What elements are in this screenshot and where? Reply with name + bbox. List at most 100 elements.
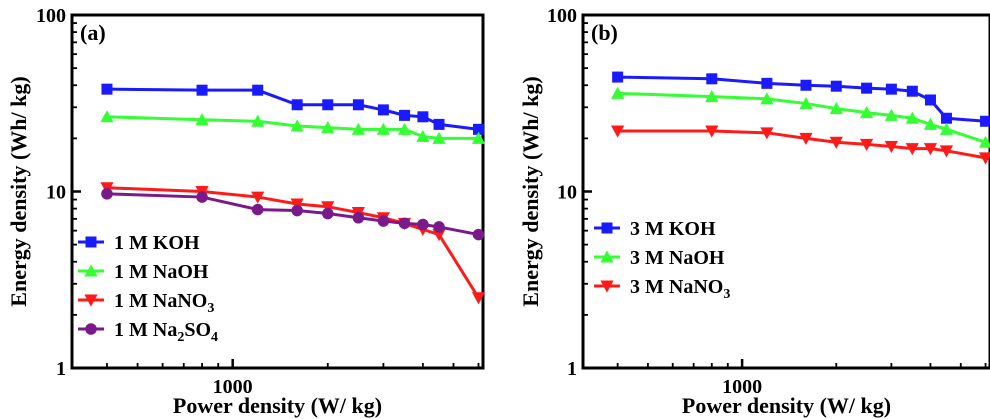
data-point (611, 125, 625, 138)
y-tick-label: 10 (557, 182, 577, 204)
data-point (398, 217, 411, 230)
data-point (939, 145, 954, 158)
data-point (416, 129, 430, 142)
legend-item: 1 M NaOH (78, 261, 209, 283)
series-1-m-koh (101, 83, 485, 135)
legend-label: 1 M NaNO3 (114, 290, 214, 316)
x-axis-title: Power density (W/ kg) (173, 393, 382, 418)
legend-marker (84, 294, 98, 307)
legend-label-main: 1 M Na (114, 319, 177, 341)
data-point (905, 111, 919, 124)
y-tick-label: 10 (46, 182, 66, 204)
legend-label-main: 1 M NaOH (114, 261, 209, 283)
data-point (978, 135, 990, 148)
legend-item: 3 M NaOH (594, 247, 725, 269)
data-point (760, 127, 774, 140)
data-point (923, 143, 938, 156)
data-point (860, 138, 874, 151)
data-point (432, 229, 446, 242)
legend-label-tail: SO (184, 319, 211, 341)
data-point (252, 84, 264, 96)
data-point (251, 191, 265, 204)
data-point (101, 188, 113, 200)
data-point (906, 85, 918, 97)
data-point (830, 80, 842, 92)
legend-label: 1 M Na2SO4 (114, 319, 218, 345)
data-point (101, 83, 113, 95)
legend-item: 1 M NaNO3 (78, 290, 214, 316)
data-point (397, 122, 412, 135)
legend-label: 3 M NaNO3 (630, 276, 730, 302)
y-tick-label: 1 (567, 358, 577, 380)
data-point (473, 123, 485, 135)
legend-label-main: 3 M NaNO (630, 276, 723, 298)
data-point (195, 113, 209, 126)
data-point (761, 77, 773, 89)
chart-panel-a: 1 10 100 1000 (a) Power density (W/ kg) Energy… (6, 5, 486, 418)
x-axis-title: Power density (W/ kg) (682, 393, 891, 418)
legend-label-main: 3 M NaOH (630, 247, 725, 269)
data-point (885, 83, 897, 95)
data-point (322, 207, 334, 220)
legend-item: 1 M Na2SO4 (78, 319, 218, 345)
legend-label-main: 1 M KOH (114, 232, 200, 254)
legend-label: 3 M NaOH (630, 247, 725, 269)
chart-panel-b: 1 10 100 1000 (b) Power density (W/ kg) Energy… (518, 5, 990, 418)
data-point (321, 201, 335, 214)
legend-label: 1 M NaOH (114, 261, 209, 283)
legend-label-main: 1 M NaNO (114, 290, 207, 312)
data-point (196, 84, 208, 96)
data-point (705, 89, 719, 103)
y-axis-title: Energy density (Wh/ kg) (518, 76, 543, 306)
data-point (611, 86, 625, 99)
data-point (291, 99, 303, 111)
data-point (760, 92, 774, 105)
legend-label-main: 3 M KOH (630, 218, 716, 240)
data-point (800, 79, 812, 91)
data-point (705, 125, 719, 138)
data-point (196, 191, 208, 203)
data-point (861, 82, 873, 94)
data-point (884, 108, 898, 121)
data-point (291, 204, 303, 217)
data-point (799, 132, 813, 145)
data-point (432, 131, 446, 144)
data-point (352, 211, 365, 224)
legend-label-subscript: 2 (177, 330, 184, 345)
legend-marker (85, 236, 97, 248)
plot-frame (70, 13, 485, 370)
data-point (799, 96, 813, 110)
y-tick-label: 100 (36, 5, 66, 27)
data-point (940, 112, 952, 124)
y-tick-label: 100 (547, 5, 577, 27)
data-point (980, 115, 990, 127)
data-point (829, 101, 843, 115)
legend-label: 3 M KOH (630, 218, 716, 240)
data-point (417, 111, 429, 123)
data-point (924, 94, 936, 106)
data-point (939, 122, 954, 135)
data-point (290, 198, 304, 211)
plot-frame (581, 13, 990, 370)
data-point (377, 215, 390, 227)
data-point (612, 71, 624, 83)
legend-marker (85, 323, 97, 335)
legend-label-subscript: 4 (211, 330, 218, 345)
data-point (829, 136, 843, 149)
legend-item: 1 M KOH (78, 232, 200, 254)
legend-label-subscript: 3 (207, 301, 214, 316)
data-point (100, 110, 114, 123)
legend-marker (600, 280, 614, 293)
data-point (290, 119, 304, 132)
legend-label: 1 M KOH (114, 232, 200, 254)
data-point (417, 218, 429, 231)
data-point (376, 122, 391, 135)
legend-marker (600, 250, 614, 263)
data-point (321, 121, 335, 134)
data-point (433, 118, 445, 130)
panel-label: (a) (80, 20, 106, 45)
x-tick-label: 1000 (213, 376, 253, 398)
y-axis-title: Energy density (Wh/ kg) (6, 76, 31, 306)
legend-item: 3 M KOH (594, 218, 716, 240)
